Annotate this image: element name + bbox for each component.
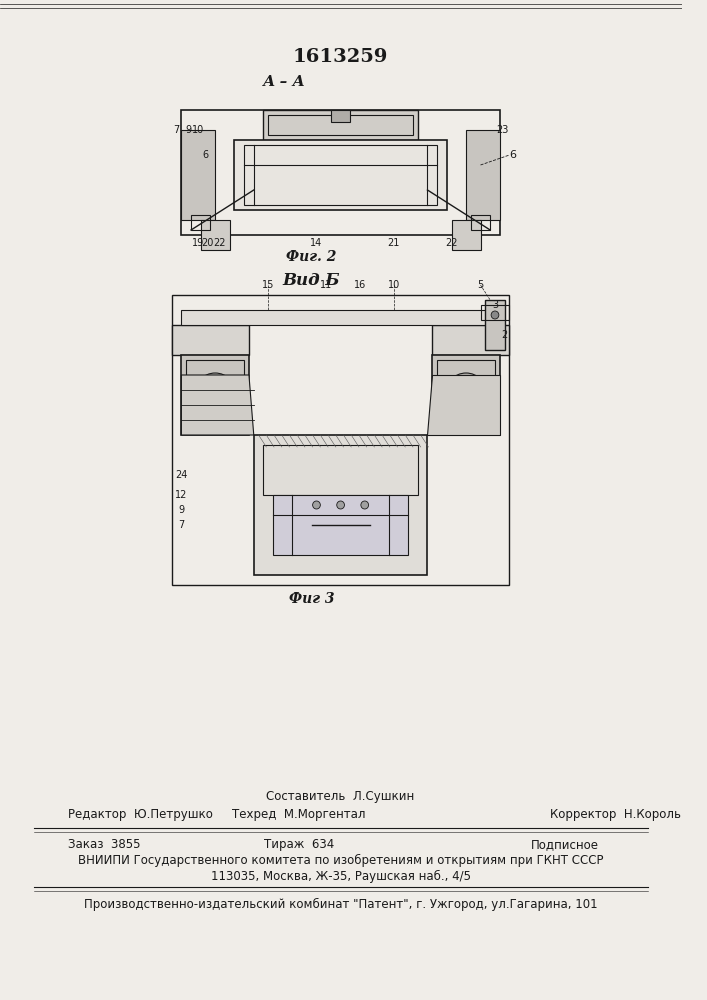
Bar [452, 220, 481, 250]
Bar [264, 110, 418, 140]
Polygon shape [428, 375, 500, 435]
Text: 16: 16 [354, 280, 366, 290]
Bar [254, 435, 428, 575]
Text: 22: 22 [214, 238, 226, 248]
Bar [268, 115, 413, 135]
Circle shape [194, 373, 236, 417]
Polygon shape [182, 375, 254, 435]
Text: Тираж  634: Тираж 634 [264, 838, 334, 851]
Bar [471, 215, 490, 230]
Bar [273, 495, 408, 555]
Bar [485, 300, 505, 350]
Text: А – А: А – А [263, 75, 306, 89]
Bar [182, 110, 500, 235]
Text: 9: 9 [178, 505, 185, 515]
Text: Заказ  3855: Заказ 3855 [68, 838, 140, 851]
Bar [481, 305, 510, 320]
Bar [331, 110, 350, 122]
Text: Вид Б: Вид Б [283, 272, 341, 289]
Bar [432, 325, 510, 355]
Text: 3: 3 [492, 300, 498, 310]
Bar [264, 445, 418, 495]
Text: 10: 10 [192, 125, 204, 135]
Text: Подписное: Подписное [531, 838, 599, 851]
Bar [432, 355, 500, 435]
Text: 12: 12 [175, 490, 187, 500]
Circle shape [361, 501, 368, 509]
Circle shape [337, 501, 344, 509]
Text: 113035, Москва, Ж-35, Раушская наб., 4/5: 113035, Москва, Ж-35, Раушская наб., 4/5 [211, 870, 471, 883]
Bar [244, 145, 437, 205]
Text: 7: 7 [178, 520, 185, 530]
Text: Корректор  Н.Король: Корректор Н.Король [550, 808, 681, 821]
Text: 5: 5 [477, 280, 484, 290]
Text: Составитель  Л.Сушкин: Составитель Л.Сушкин [267, 790, 415, 803]
Bar [172, 295, 510, 585]
Text: 10: 10 [387, 280, 399, 290]
Text: 7: 7 [173, 125, 180, 135]
Bar [186, 360, 244, 430]
Bar [182, 355, 249, 435]
Text: 15: 15 [262, 280, 274, 290]
Text: Производственно-издательский комбинат "Патент", г. Ужгород, ул.Гагарина, 101: Производственно-издательский комбинат "П… [84, 898, 597, 911]
Text: Фиг. 2: Фиг. 2 [286, 250, 337, 264]
Circle shape [457, 385, 476, 405]
Text: 23: 23 [496, 125, 509, 135]
Text: Редактор  Ю.Петрушко: Редактор Ю.Петрушко [68, 808, 212, 821]
Text: 20: 20 [201, 238, 214, 248]
Text: 1613259: 1613259 [293, 48, 388, 66]
Polygon shape [182, 130, 215, 220]
Bar [172, 325, 249, 355]
Text: ВНИИПИ Государственного комитета по изобретениям и открытиям при ГКНТ СССР: ВНИИПИ Государственного комитета по изоб… [78, 854, 603, 867]
Circle shape [445, 373, 487, 417]
Circle shape [491, 311, 499, 319]
Text: Фиг 3: Фиг 3 [289, 592, 334, 606]
Bar [437, 360, 495, 430]
Text: 9: 9 [185, 125, 191, 135]
Text: Техред  М.Моргентал: Техред М.Моргентал [233, 808, 366, 821]
Text: 24: 24 [175, 470, 187, 480]
Text: 2: 2 [501, 330, 508, 340]
Polygon shape [466, 130, 500, 220]
Bar [191, 215, 211, 230]
Text: 19: 19 [192, 238, 204, 248]
Circle shape [312, 501, 320, 509]
Text: 21: 21 [387, 238, 400, 248]
Text: 14: 14 [310, 238, 322, 248]
Text: 22: 22 [445, 238, 458, 248]
Text: 11: 11 [320, 280, 332, 290]
Text: 6: 6 [202, 150, 209, 160]
Bar [182, 310, 500, 325]
Bar [235, 140, 447, 210]
Bar [201, 220, 230, 250]
Text: 6: 6 [510, 150, 516, 160]
Circle shape [206, 385, 225, 405]
